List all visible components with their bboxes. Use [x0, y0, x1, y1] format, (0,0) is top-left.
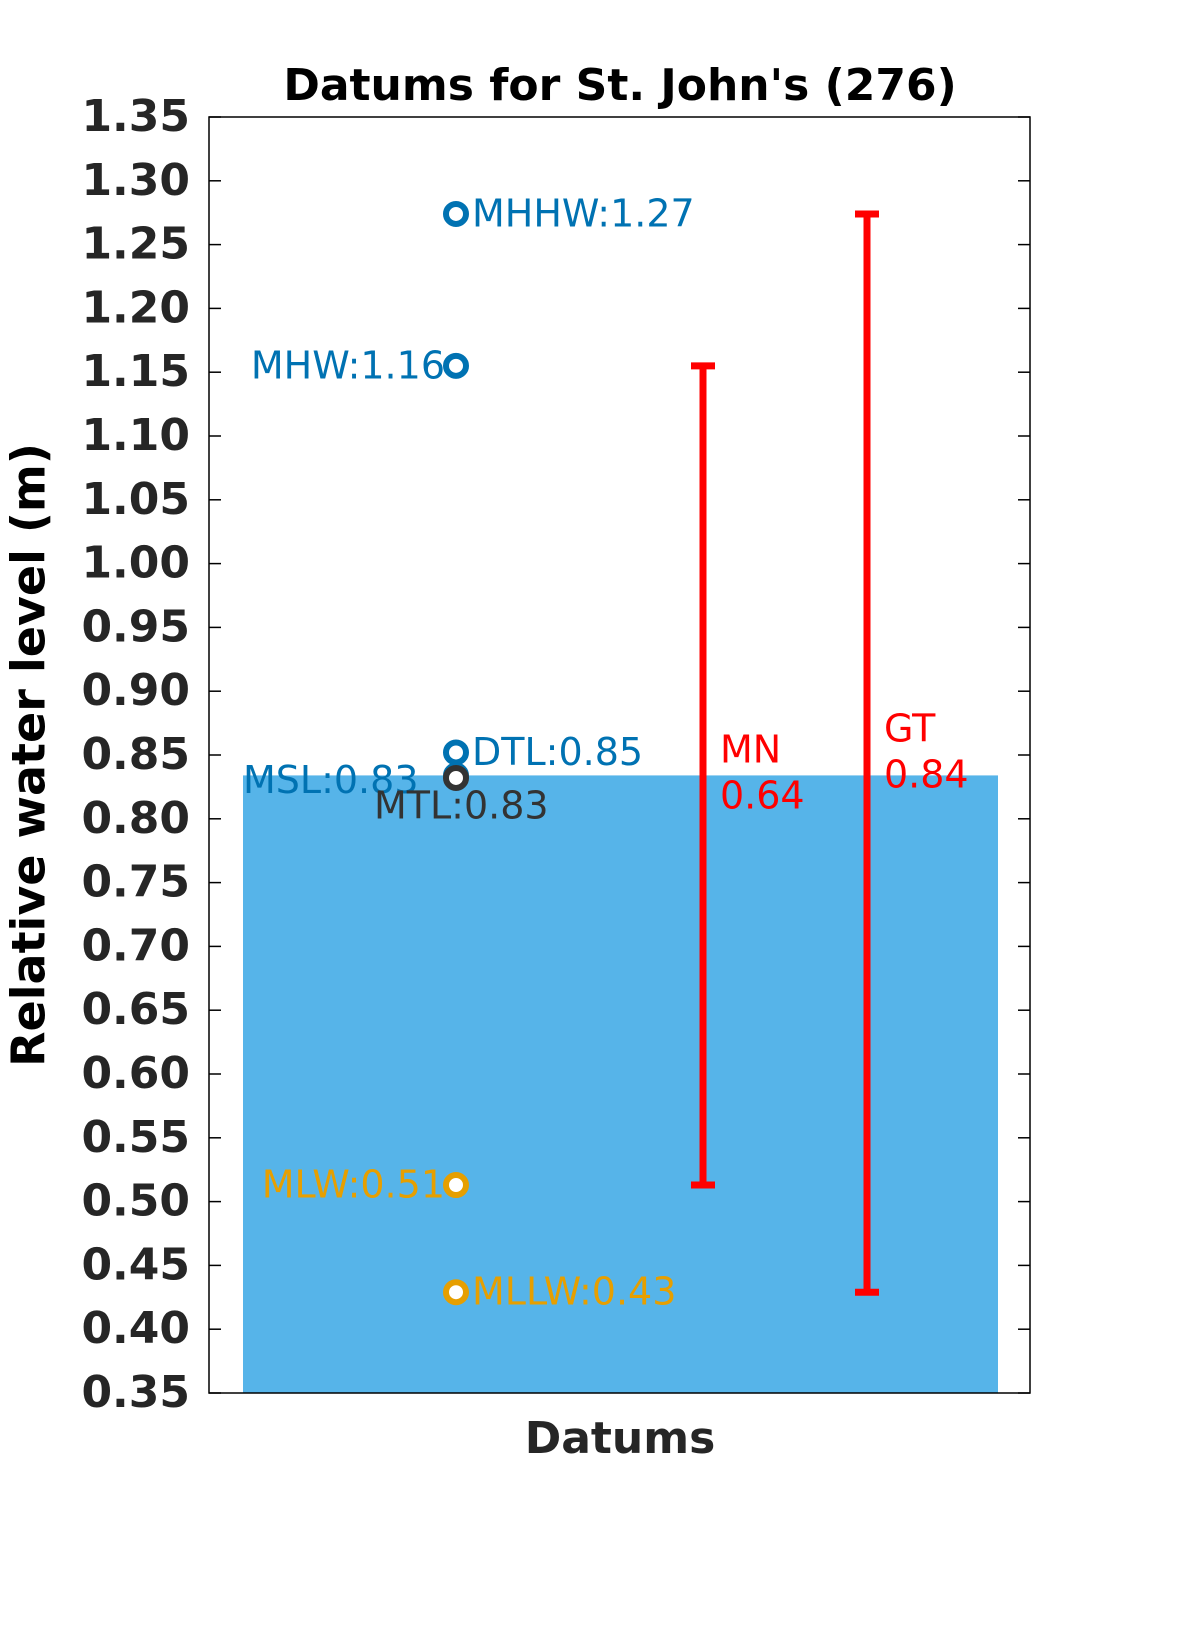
y-tick-label: 0.35 [81, 1367, 190, 1418]
datum-label: MSL:0.83 [243, 758, 419, 802]
datum-label: MLW:0.51 [262, 1163, 445, 1207]
datum-marker [443, 200, 469, 227]
y-tick-label: 0.80 [81, 793, 190, 844]
y-tick-label: 0.70 [81, 920, 190, 971]
y-tick-label: 0.45 [81, 1239, 190, 1290]
datum-label: MHHW:1.27 [472, 191, 695, 235]
chart-title: Datums for St. John's (276) [283, 60, 956, 111]
range-value: 0.84 [884, 753, 969, 797]
y-tick-label: 1.05 [81, 474, 190, 525]
y-tick-label: 1.10 [81, 410, 190, 461]
y-tick-label: 1.30 [81, 155, 190, 206]
range-value: 0.64 [720, 774, 805, 818]
y-tick-label: 0.65 [81, 984, 190, 1035]
y-tick-label: 0.50 [81, 1176, 190, 1227]
range-name: MN [720, 728, 781, 772]
x-axis-label: Datums [525, 1413, 716, 1464]
datum-marker [443, 739, 469, 766]
y-tick-label: 1.25 [81, 219, 190, 270]
datum-marker [443, 1279, 469, 1306]
y-tick-label: 1.20 [81, 282, 190, 333]
y-tick-label: 1.35 [81, 91, 190, 142]
y-tick-label: 0.55 [81, 1112, 190, 1163]
y-tick-label: 0.40 [81, 1303, 190, 1354]
datum-marker [443, 352, 469, 379]
range-name: GT [884, 707, 936, 751]
datum-label: MLLW:0.43 [472, 1270, 676, 1314]
y-tick-label: 0.60 [81, 1048, 190, 1099]
datum-marker [443, 764, 469, 791]
datum-label: DTL:0.85 [472, 730, 643, 774]
y-tick-label: 0.75 [81, 857, 190, 908]
y-tick-label: 0.90 [81, 665, 190, 716]
y-tick-label: 1.15 [81, 346, 190, 397]
y-tick-label: 0.85 [81, 729, 190, 780]
datum-label: MTL:0.83 [374, 783, 549, 827]
y-tick-label: 0.95 [81, 601, 190, 652]
datum-marker [443, 1172, 469, 1199]
y-tick-label: 1.00 [81, 538, 190, 589]
datum-label: MHW:1.16 [251, 343, 445, 387]
y-axis-label: Relative water level (m) [2, 443, 56, 1067]
